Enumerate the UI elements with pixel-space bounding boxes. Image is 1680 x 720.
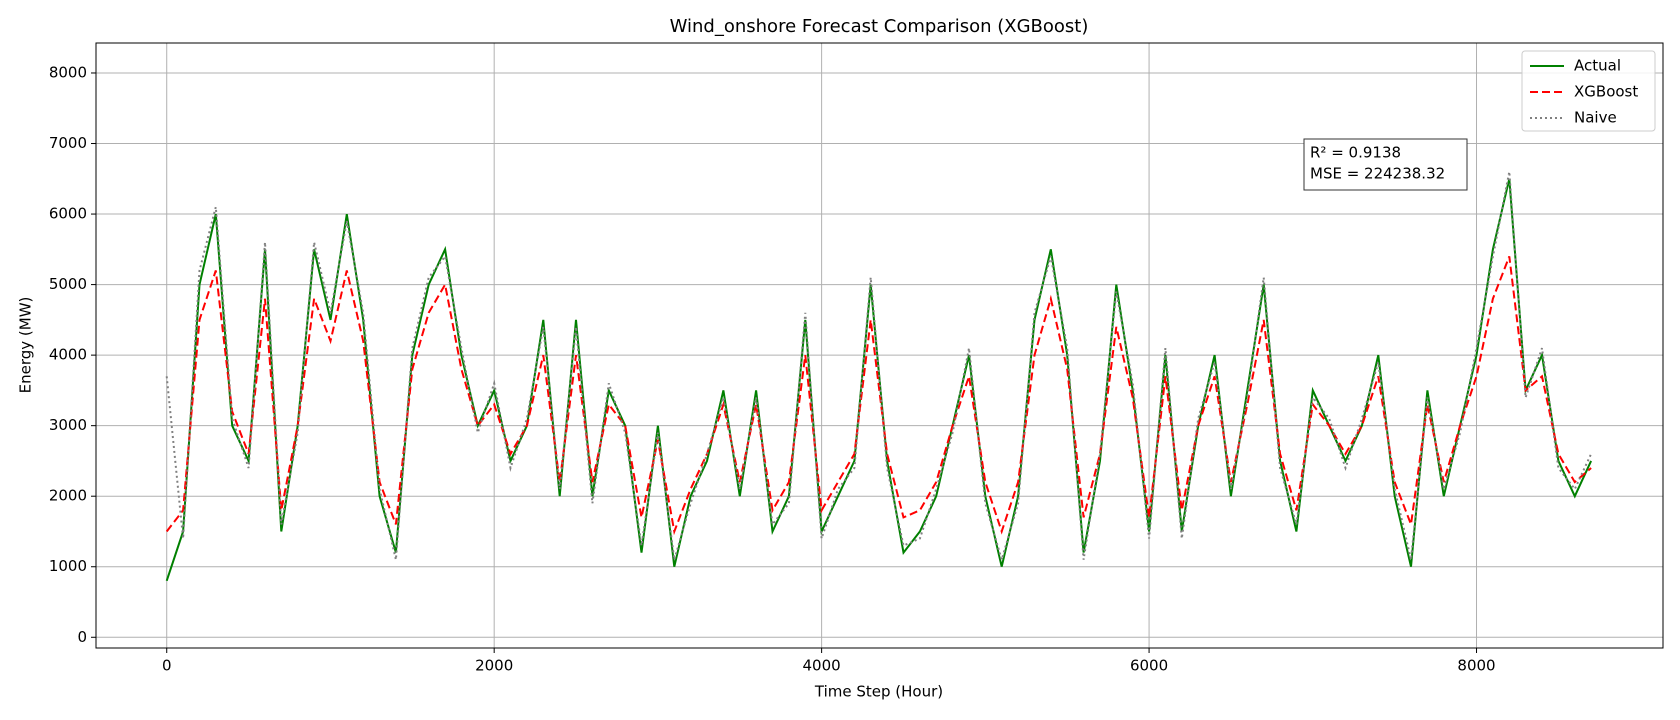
legend-label: Actual [1574, 57, 1621, 75]
y-tick-label: 2000 [49, 487, 87, 505]
y-tick-label: 0 [77, 628, 87, 646]
y-tick-label: 4000 [49, 346, 87, 364]
y-tick-label: 1000 [49, 557, 87, 575]
y-axis-label: Energy (MW) [17, 297, 35, 394]
x-tick-label: 8000 [1457, 657, 1495, 675]
y-tick-label: 6000 [49, 205, 87, 223]
x-tick-label: 6000 [1130, 657, 1168, 675]
annotation: MSE = 224238.32 [1310, 165, 1445, 183]
series-line [165, 178, 1593, 582]
x-axis-label: Time Step (Hour) [814, 683, 943, 701]
y-tick-label: 5000 [49, 275, 87, 293]
y-tick-label: 7000 [49, 134, 87, 152]
legend-label: XGBoost [1574, 83, 1638, 101]
plot-frame [95, 42, 1664, 649]
annotation: R² = 0.9138 [1310, 144, 1401, 162]
x-tick-label: 4000 [803, 657, 841, 675]
legend-box [1521, 50, 1656, 132]
y-tick-label: 3000 [49, 416, 87, 434]
x-tick-label: 0 [162, 657, 172, 675]
annotation-box [1303, 138, 1468, 191]
x-tick-label: 2000 [475, 657, 513, 675]
legend-label: Naive [1574, 109, 1617, 127]
y-tick-label: 8000 [49, 63, 87, 81]
chart-title: Wind_onshore Forecast Comparison (XGBoos… [670, 16, 1089, 37]
